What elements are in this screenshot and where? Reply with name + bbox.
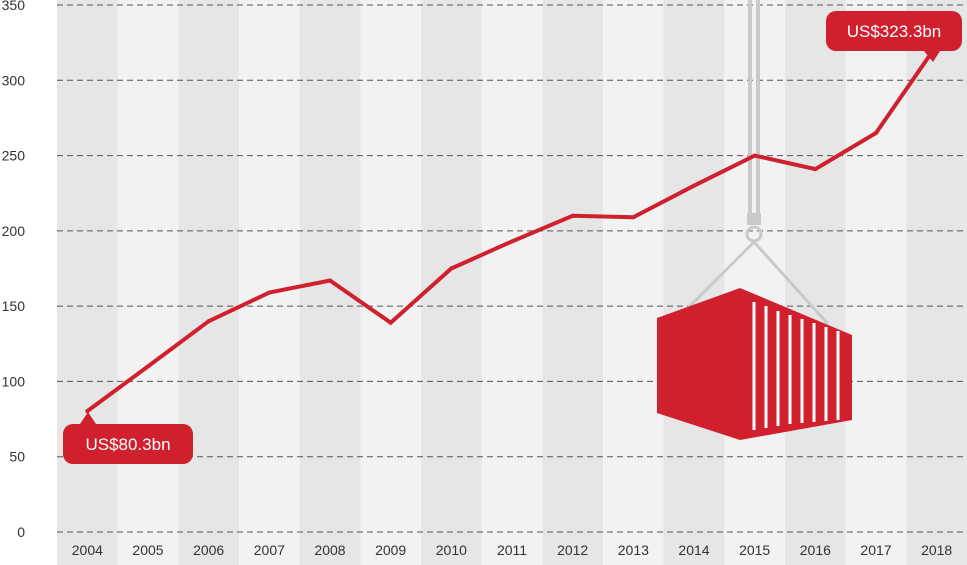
data-point	[692, 183, 696, 188]
y-tick-label: 350	[2, 0, 26, 13]
column-band	[845, 0, 907, 565]
x-tick-label: 2007	[254, 542, 285, 558]
y-tick-label: 250	[2, 148, 26, 164]
start-callout-label: US$80.3bn	[85, 435, 170, 454]
y-tick-label: 200	[2, 223, 26, 239]
data-point	[146, 364, 150, 369]
container-crane-illustration	[657, 0, 852, 440]
column-band	[481, 0, 543, 565]
x-tick-label: 2017	[860, 542, 891, 558]
x-tick-label: 2014	[678, 542, 709, 558]
column-band	[542, 0, 604, 565]
x-tick-label: 2004	[72, 542, 103, 558]
data-point	[874, 130, 878, 135]
x-axis-ticks: 2004 2005 2006 2007 2008 2009 2010 2011 2012 2013…	[72, 542, 953, 558]
y-tick-label: 100	[2, 373, 26, 389]
data-point	[328, 278, 332, 283]
y-tick-label: 0	[17, 524, 25, 540]
column-band	[421, 0, 483, 565]
column-band	[663, 0, 725, 565]
y-axis-ticks: 0 50 100 150 200 250 300 350	[2, 0, 26, 540]
data-point	[570, 213, 575, 218]
y-tick-label: 300	[2, 72, 26, 88]
data-point	[510, 239, 514, 244]
column-band	[57, 0, 119, 565]
data-points	[85, 43, 939, 414]
data-point	[813, 167, 818, 172]
data-point	[206, 319, 211, 324]
end-callout: US$323.3bn	[826, 11, 962, 62]
x-tick-label: 2016	[800, 542, 831, 558]
x-tick-label: 2018	[921, 542, 952, 558]
column-band	[178, 0, 240, 565]
column-band	[785, 0, 847, 565]
x-tick-label: 2009	[375, 542, 406, 558]
column-band	[239, 0, 301, 565]
x-tick-label: 2008	[314, 542, 345, 558]
y-tick-label: 50	[9, 449, 25, 465]
data-point	[631, 215, 636, 220]
start-callout: US$80.3bn	[63, 412, 193, 464]
column-bands	[57, 0, 967, 565]
x-tick-label: 2012	[557, 542, 588, 558]
column-band	[906, 0, 967, 565]
column-band	[724, 0, 786, 565]
data-point	[388, 320, 393, 325]
y-tick-label: 150	[2, 298, 26, 314]
x-tick-label: 2015	[739, 542, 770, 558]
x-tick-label: 2011	[497, 542, 527, 558]
x-tick-label: 2005	[132, 542, 163, 558]
x-tick-label: 2010	[436, 542, 467, 558]
data-point	[449, 266, 454, 271]
column-band	[117, 0, 179, 565]
column-band	[360, 0, 422, 565]
column-band	[603, 0, 665, 565]
data-point	[752, 153, 757, 158]
data-point	[85, 409, 90, 414]
x-tick-label: 2013	[618, 542, 649, 558]
x-tick-label: 2006	[193, 542, 224, 558]
gridlines	[57, 4, 967, 533]
end-callout-label: US$323.3bn	[847, 22, 942, 41]
data-point	[267, 290, 272, 295]
